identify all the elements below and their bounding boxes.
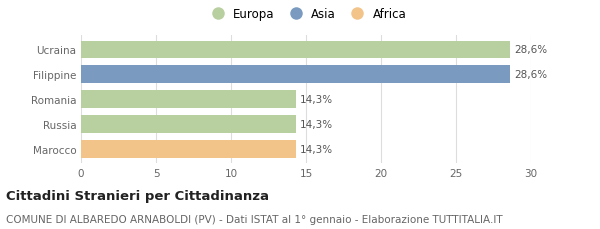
Bar xyxy=(81,66,510,84)
Text: Cittadini Stranieri per Cittadinanza: Cittadini Stranieri per Cittadinanza xyxy=(6,189,269,202)
Text: COMUNE DI ALBAREDO ARNABOLDI (PV) - Dati ISTAT al 1° gennaio - Elaborazione TUTT: COMUNE DI ALBAREDO ARNABOLDI (PV) - Dati… xyxy=(6,214,503,224)
Legend: Europa, Asia, Africa: Europa, Asia, Africa xyxy=(201,3,411,26)
Text: 14,3%: 14,3% xyxy=(300,95,333,105)
Text: 14,3%: 14,3% xyxy=(300,144,333,154)
Bar xyxy=(81,115,296,133)
Bar xyxy=(81,140,296,158)
Text: 28,6%: 28,6% xyxy=(515,70,548,80)
Text: 14,3%: 14,3% xyxy=(300,119,333,129)
Text: 28,6%: 28,6% xyxy=(515,45,548,55)
Bar xyxy=(81,91,296,109)
Bar xyxy=(81,41,510,59)
